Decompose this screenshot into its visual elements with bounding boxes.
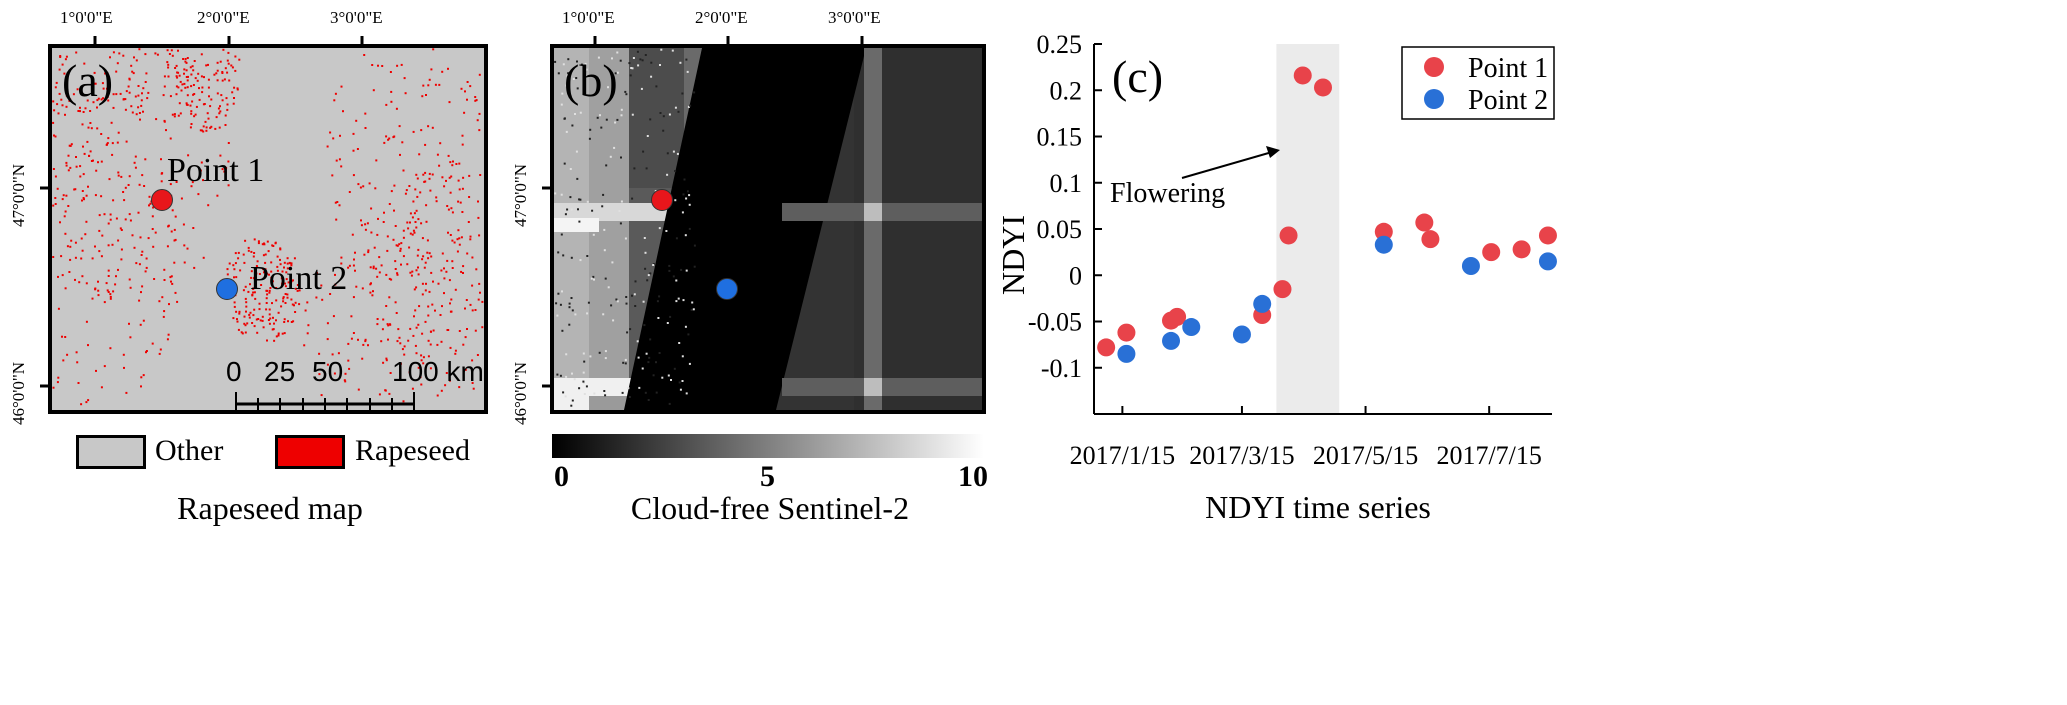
panel-b-letter: (b) bbox=[564, 55, 618, 106]
x-tick-label: 2017/5/15 bbox=[1313, 441, 1418, 470]
cloud-free-raster bbox=[554, 48, 982, 410]
x-tick-label: 2017/7/15 bbox=[1436, 441, 1541, 470]
legend-rapeseed-label: Rapeseed bbox=[355, 434, 470, 467]
scale-label-0: 0 bbox=[226, 356, 242, 387]
flowering-arrow bbox=[1181, 151, 1273, 179]
point-2-marker bbox=[1232, 325, 1251, 344]
y-tick-label: -0.05 bbox=[1028, 308, 1082, 337]
point-2-marker bbox=[1374, 235, 1393, 254]
panel-a-letter: (a) bbox=[62, 55, 114, 106]
scale-label-25: 25 bbox=[264, 356, 296, 387]
y-tick-label: 0.25 bbox=[1037, 30, 1083, 59]
panel-a-lon-tick-2: 2°0'0"E bbox=[197, 8, 250, 27]
legend-other-swatch bbox=[76, 435, 146, 469]
panel-b-lon-tick-2: 2°0'0"E bbox=[695, 8, 748, 27]
legend-other-label: Other bbox=[155, 434, 224, 467]
colorbar-label-10: 10 bbox=[958, 460, 988, 493]
point-1-marker bbox=[1374, 222, 1393, 241]
legend: Point 1 Point 2 bbox=[1401, 46, 1555, 120]
point-1-marker-b bbox=[651, 189, 673, 211]
point-1-marker bbox=[1421, 230, 1440, 249]
point-1-marker bbox=[1538, 226, 1557, 245]
legend-point-2-marker bbox=[1424, 89, 1444, 109]
y-tick-label: 0 bbox=[1069, 261, 1082, 290]
point-1-marker bbox=[1314, 78, 1332, 97]
scale-label-100: 100 km bbox=[392, 356, 484, 387]
y-tick-label: 0.2 bbox=[1050, 76, 1083, 105]
point-2-label: Point 2 bbox=[250, 260, 348, 297]
panel-c-letter: (c) bbox=[1112, 51, 1163, 102]
y-tick-label: 0.05 bbox=[1037, 215, 1083, 244]
point-2-marker bbox=[1162, 331, 1181, 350]
point-2-marker bbox=[216, 278, 238, 300]
point-2-marker bbox=[1461, 257, 1480, 275]
flowering-annotation: Flowering bbox=[1110, 178, 1225, 209]
legend-point-1-label: Point 1 bbox=[1468, 53, 1548, 84]
point-1-marker bbox=[1279, 226, 1298, 245]
point-2-marker bbox=[1253, 294, 1272, 313]
y-axis-label: NDYI bbox=[995, 215, 1031, 295]
point-2-marker bbox=[1117, 344, 1136, 363]
point-1-marker bbox=[151, 189, 173, 211]
point-1-marker bbox=[1273, 280, 1292, 299]
rapeseed-pixels bbox=[52, 48, 484, 406]
point-1-marker bbox=[1293, 66, 1312, 85]
panel-a-lon-tick-1: 1°0'0"E bbox=[60, 8, 113, 27]
panel-b-frame-ticks bbox=[542, 36, 864, 388]
point-1-marker bbox=[1097, 338, 1116, 357]
point-2-marker bbox=[1182, 318, 1201, 337]
point-1-marker bbox=[1168, 307, 1187, 326]
point-1-marker bbox=[1415, 213, 1434, 232]
y-tick-label: 0.1 bbox=[1050, 169, 1083, 198]
scale-bar bbox=[235, 392, 415, 410]
x-tick-label: 2017/1/15 bbox=[1070, 441, 1175, 470]
legend-rapeseed-swatch bbox=[275, 435, 345, 469]
point-2-marker bbox=[1538, 252, 1557, 271]
panel-b-caption: Cloud-free Sentinel-2 bbox=[630, 490, 910, 526]
legend-point-2-label: Point 2 bbox=[1468, 85, 1548, 116]
colorbar bbox=[552, 434, 984, 458]
point-1-label: Point 1 bbox=[167, 152, 265, 189]
x-tick-label: 2017/3/15 bbox=[1189, 441, 1294, 470]
scale-label-50: 50 bbox=[312, 356, 344, 387]
sentinel-count-map: (b) bbox=[550, 44, 986, 414]
panel-b-lon-tick-1: 1°0'0"E bbox=[562, 8, 615, 27]
point-1-marker bbox=[1512, 240, 1531, 259]
legend-point-1-marker bbox=[1424, 57, 1444, 77]
point-1-marker bbox=[1117, 323, 1136, 342]
x-axis-label: NDYI time series bbox=[1205, 489, 1431, 525]
panel-a-caption: Rapeseed map bbox=[177, 490, 363, 526]
point-2-marker-b bbox=[716, 278, 738, 300]
y-tick-label: 0.15 bbox=[1037, 123, 1083, 152]
flowering-arrowhead bbox=[1266, 146, 1280, 158]
colorbar-label-0: 0 bbox=[554, 460, 569, 493]
panel-a-lon-tick-3: 3°0'0"E bbox=[330, 8, 383, 27]
y-tick-label: -0.1 bbox=[1041, 354, 1082, 383]
panel-b-lon-tick-3: 3°0'0"E bbox=[828, 8, 881, 27]
panel-a-frame-ticks bbox=[40, 36, 364, 388]
point-1-marker bbox=[1482, 243, 1501, 262]
rapeseed-map: 0 25 50 100 km (a) Point 1 Point 2 bbox=[48, 44, 488, 414]
colorbar-label-5: 5 bbox=[760, 460, 775, 493]
